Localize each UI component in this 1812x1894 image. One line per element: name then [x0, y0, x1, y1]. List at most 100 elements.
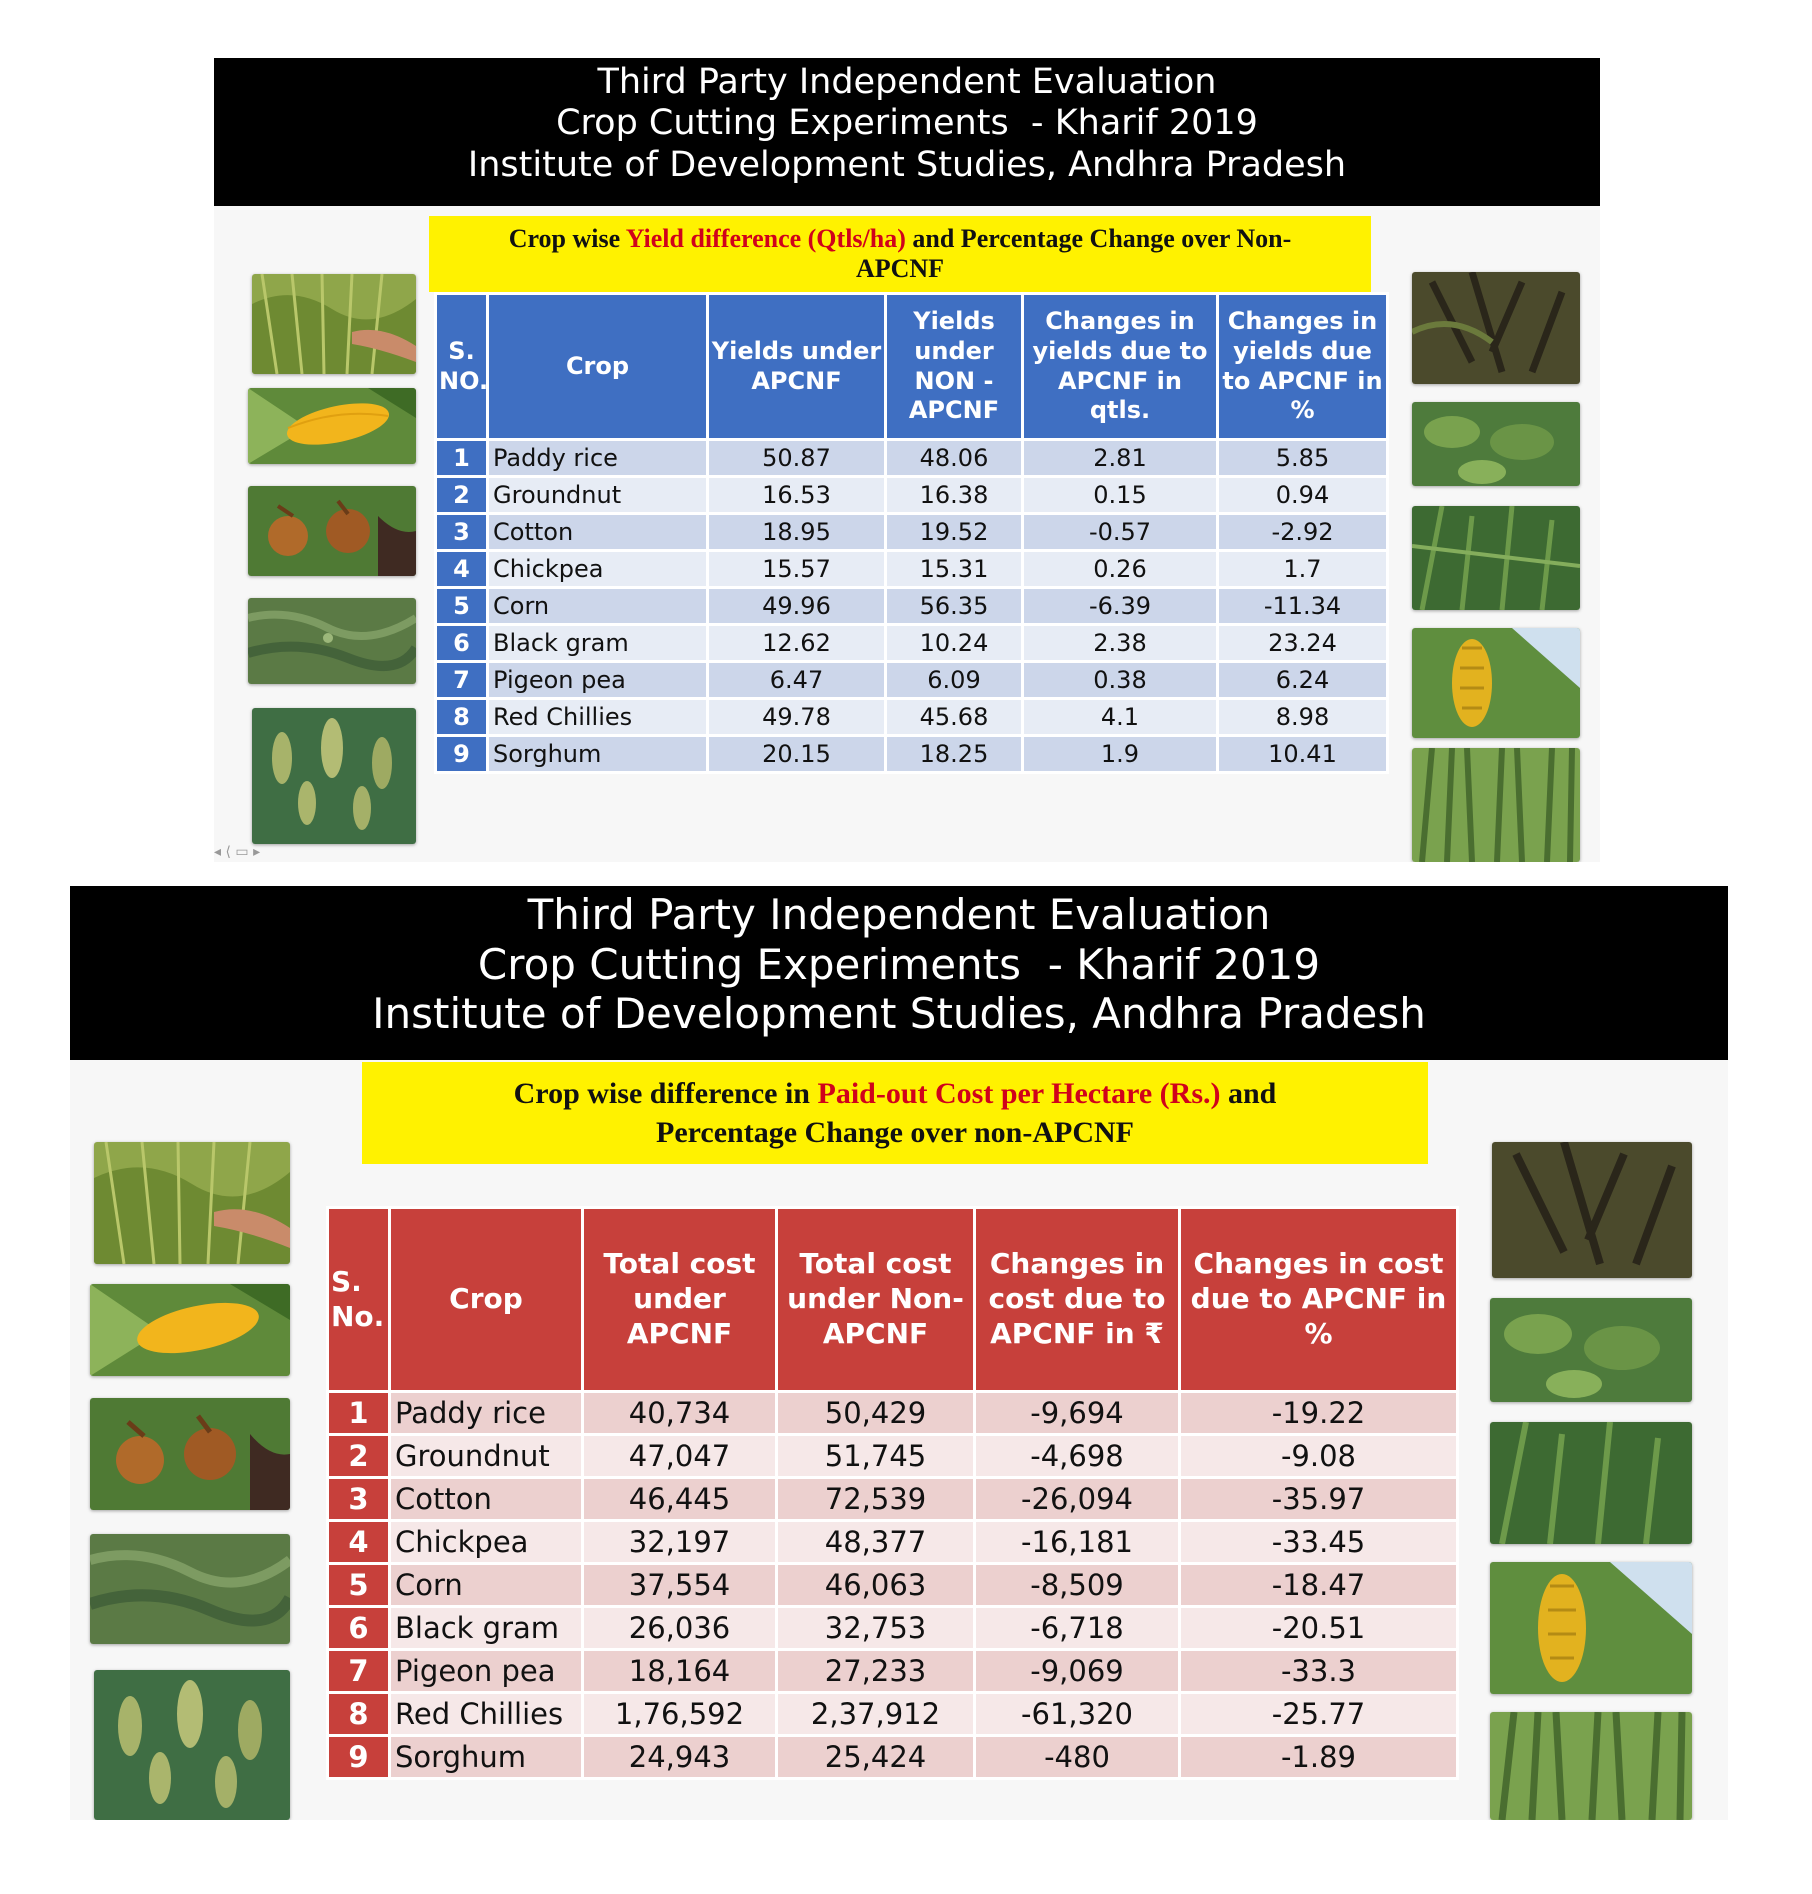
value-change: -6,718: [973, 1605, 1181, 1651]
row-number: 9: [434, 734, 489, 774]
crop-name: Pigeon pea: [388, 1648, 584, 1694]
crop-name: Corn: [388, 1562, 584, 1608]
value-change-percent: -1.89: [1178, 1734, 1459, 1780]
value-change: -0.57: [1021, 512, 1219, 552]
crop-name: Red Chillies: [388, 1691, 584, 1737]
banana-bunch-photo: [1490, 1562, 1692, 1694]
value-apcnf: 32,197: [581, 1519, 778, 1565]
value-apcnf: 50.87: [706, 438, 887, 478]
value-change: 4.1: [1021, 697, 1219, 737]
cost-table: S. No. Crop Total cost under APCNF Total…: [326, 1206, 1459, 1780]
value-change-percent: -9.08: [1178, 1433, 1459, 1479]
crop-name: Paddy rice: [388, 1390, 584, 1436]
value-non-apcnf: 45.68: [884, 697, 1024, 737]
groundnut-photo: [248, 486, 416, 576]
crop-name: Sorghum: [388, 1734, 584, 1780]
row-number: 9: [326, 1734, 391, 1780]
value-apcnf: 15.57: [706, 549, 887, 589]
slide-nav-controls[interactable]: ◂ ⟨ ▭ ▸: [214, 844, 261, 860]
row-number: 6: [434, 623, 489, 663]
value-non-apcnf: 51,745: [775, 1433, 976, 1479]
value-change-percent: 8.98: [1216, 697, 1389, 737]
value-change: 0.26: [1021, 549, 1219, 589]
header-crop: Crop: [388, 1206, 584, 1393]
sorghum-photo: [94, 1670, 290, 1820]
corn-cob-photo: [90, 1284, 290, 1376]
value-change-percent: -2.92: [1216, 512, 1389, 552]
value-change-percent: -11.34: [1216, 586, 1389, 626]
row-number: 3: [434, 512, 489, 552]
row-number: 7: [326, 1648, 391, 1694]
crop-name: Corn: [486, 586, 709, 626]
value-change-percent: -33.45: [1178, 1519, 1459, 1565]
slide-header: Third Party Independent Evaluation Crop …: [70, 886, 1728, 1060]
value-non-apcnf: 48,377: [775, 1519, 976, 1565]
header-line-1: Third Party Independent Evaluation: [597, 62, 1217, 102]
value-change: -16,181: [973, 1519, 1181, 1565]
header-line-2: Crop Cutting Experiments - Kharif 2019: [556, 103, 1258, 144]
header-line-3: Institute of Development Studies, Andhra…: [372, 989, 1426, 1039]
value-change: 2.81: [1021, 438, 1219, 478]
header-sno: S. NO.: [434, 292, 489, 441]
value-change: 2.38: [1021, 623, 1219, 663]
subtitle-highlight: Yield difference (Qtls/ha): [625, 224, 906, 253]
value-apcnf: 49.78: [706, 697, 887, 737]
value-change-percent: -25.77: [1178, 1691, 1459, 1737]
value-apcnf: 18,164: [581, 1648, 778, 1694]
table-row: 4 Chickpea 15.57 15.31 0.26 1.7: [434, 549, 1389, 589]
value-non-apcnf: 6.09: [884, 660, 1024, 700]
crop-name: Chickpea: [486, 549, 709, 589]
table-row: 3 Cotton 18.95 19.52 -0.57 -2.92: [434, 512, 1389, 552]
header-sno: S. No.: [326, 1206, 391, 1393]
table-header-row: S. No. Crop Total cost under APCNF Total…: [326, 1206, 1459, 1393]
value-change: -8,509: [973, 1562, 1181, 1608]
row-number: 3: [326, 1476, 391, 1522]
value-change-percent: -18.47: [1178, 1562, 1459, 1608]
slide-cost-difference: Third Party Independent Evaluation Crop …: [70, 886, 1728, 1820]
row-number: 4: [326, 1519, 391, 1565]
value-non-apcnf: 2,37,912: [775, 1691, 976, 1737]
value-apcnf: 49.96: [706, 586, 887, 626]
value-non-apcnf: 72,539: [775, 1476, 976, 1522]
value-change: -4,698: [973, 1433, 1181, 1479]
row-number: 8: [326, 1691, 391, 1737]
slide-subtitle: Crop wise difference in Paid-out Cost pe…: [362, 1062, 1428, 1164]
table-row: 5 Corn 49.96 56.35 -6.39 -11.34: [434, 586, 1389, 626]
slide-yield-difference: Third Party Independent Evaluation Crop …: [214, 58, 1600, 862]
value-non-apcnf: 27,233: [775, 1648, 976, 1694]
header-change-percent: Changes in yields due to APCNF in %: [1216, 292, 1389, 441]
row-number: 1: [326, 1390, 391, 1436]
row-number: 1: [434, 438, 489, 478]
value-non-apcnf: 50,429: [775, 1390, 976, 1436]
crop-name: Cotton: [486, 512, 709, 552]
chickpea-field-photo: [248, 598, 416, 684]
value-apcnf: 12.62: [706, 623, 887, 663]
table-row: 1 Paddy rice 50.87 48.06 2.81 5.85: [434, 438, 1389, 478]
crop-name: Pigeon pea: [486, 660, 709, 700]
table-row: 1 Paddy rice 40,734 50,429 -9,694 -19.22: [326, 1390, 1459, 1436]
value-change-percent: -35.97: [1178, 1476, 1459, 1522]
value-change-percent: 0.94: [1216, 475, 1389, 515]
row-number: 7: [434, 660, 489, 700]
value-change: -6.39: [1021, 586, 1219, 626]
value-apcnf: 47,047: [581, 1433, 778, 1479]
table-row: 2 Groundnut 47,047 51,745 -4,698 -9.08: [326, 1433, 1459, 1479]
value-apcnf: 46,445: [581, 1476, 778, 1522]
value-change-percent: -20.51: [1178, 1605, 1459, 1651]
value-non-apcnf: 48.06: [884, 438, 1024, 478]
table-row: 9 Sorghum 20.15 18.25 1.9 10.41: [434, 734, 1389, 774]
table-row: 5 Corn 37,554 46,063 -8,509 -18.47: [326, 1562, 1459, 1608]
sorghum-photo: [252, 708, 416, 844]
header-line-2: Crop Cutting Experiments - Kharif 2019: [477, 939, 1321, 989]
groundnut-photo: [90, 1398, 290, 1510]
value-change-percent: 1.7: [1216, 549, 1389, 589]
value-change-percent: 10.41: [1216, 734, 1389, 774]
table-row: 8 Red Chillies 1,76,592 2,37,912 -61,320 -25.…: [326, 1691, 1459, 1737]
value-change: -9,694: [973, 1390, 1181, 1436]
rice-paddy-photo: [94, 1142, 290, 1264]
value-apcnf: 40,734: [581, 1390, 778, 1436]
slide-subtitle: Crop wise Yield difference (Qtls/ha) and…: [429, 216, 1371, 292]
table-row: 3 Cotton 46,445 72,539 -26,094 -35.97: [326, 1476, 1459, 1522]
pigeon-pea-plant-photo: [1490, 1422, 1692, 1544]
table-row: 8 Red Chillies 49.78 45.68 4.1 8.98: [434, 697, 1389, 737]
